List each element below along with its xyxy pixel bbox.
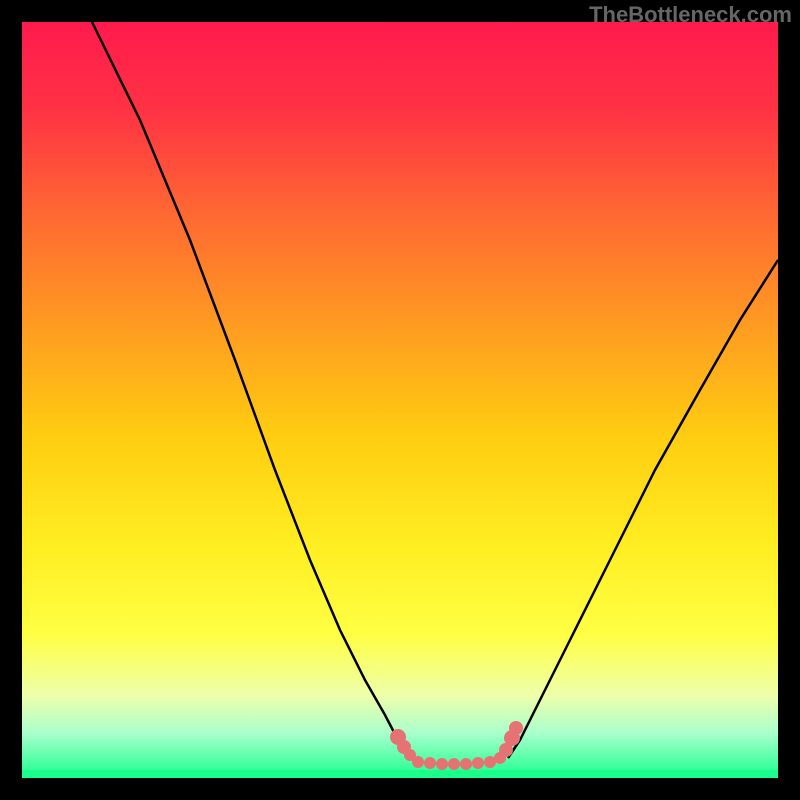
chart-frame: [0, 0, 800, 800]
watermark-text: TheBottleneck.com: [589, 2, 792, 28]
chart-container: TheBottleneck.com: [0, 0, 800, 800]
